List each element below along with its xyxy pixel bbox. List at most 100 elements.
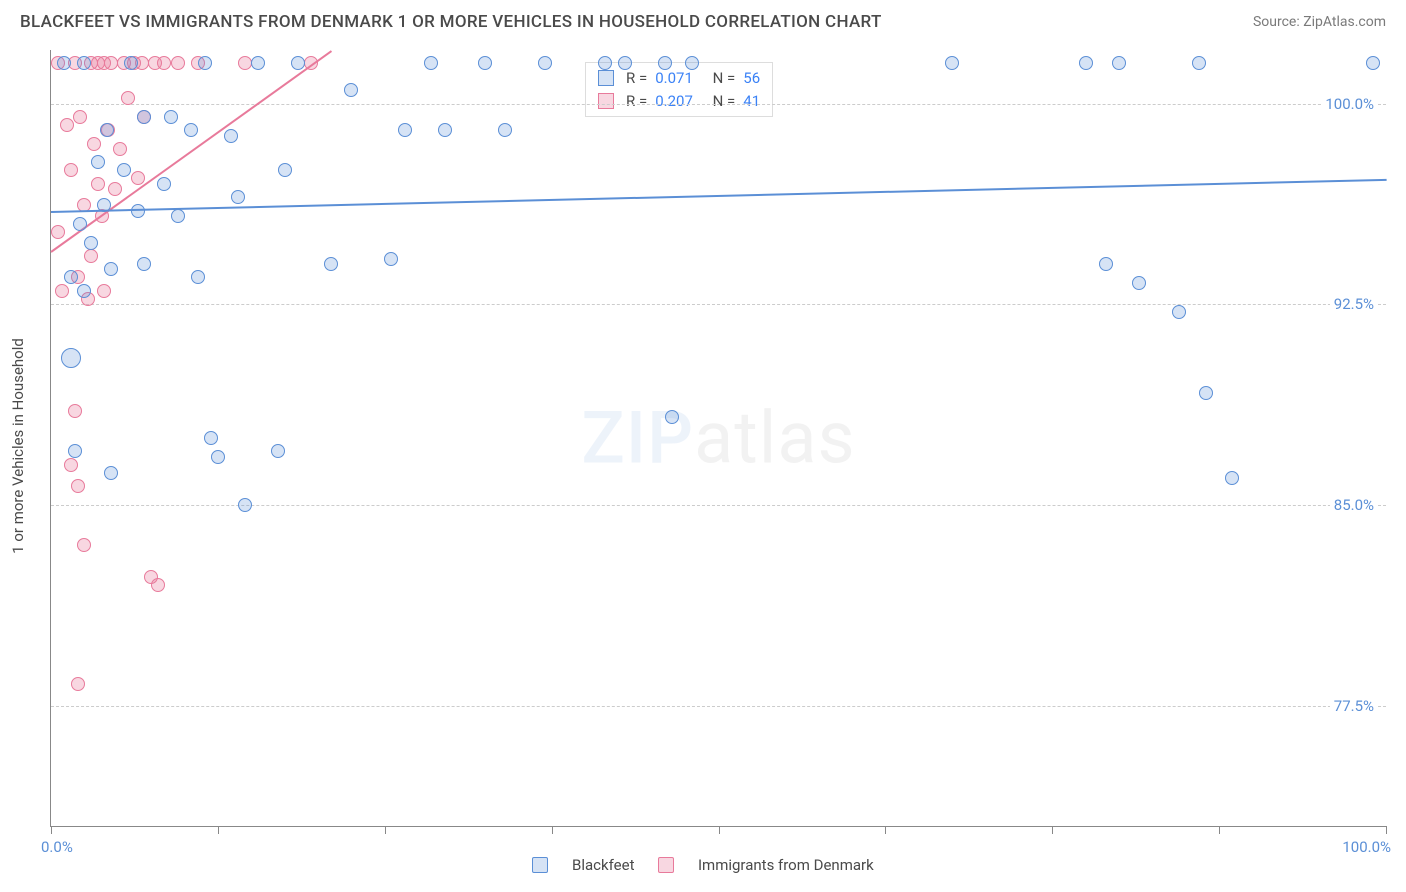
trend-line-blackfeet	[51, 179, 1387, 213]
chart-plot-area: ZIPatlas R = 0.071 N = 56 R = 0.207 N = …	[50, 50, 1386, 827]
scatter-point-blackfeet	[238, 498, 252, 512]
stat-n-label2: N =	[713, 90, 736, 113]
scatter-point-blackfeet	[137, 110, 151, 124]
scatter-point-blackfeet	[438, 123, 452, 137]
scatter-point-blackfeet	[84, 236, 98, 250]
scatter-point-blackfeet	[478, 56, 492, 70]
scatter-point-denmark	[113, 142, 127, 156]
scatter-point-blackfeet	[384, 252, 398, 266]
legend-stats-box: R = 0.071 N = 56 R = 0.207 N = 41	[585, 62, 773, 117]
scatter-point-denmark	[87, 137, 101, 151]
scatter-point-denmark	[68, 404, 82, 418]
chart-title: BLACKFEET VS IMMIGRANTS FROM DENMARK 1 O…	[20, 12, 882, 32]
legend-stats-row-denmark: R = 0.207 N = 41	[598, 90, 760, 113]
scatter-point-blackfeet	[945, 56, 959, 70]
watermark: ZIPatlas	[581, 396, 855, 481]
chart-source: Source: ZipAtlas.com	[1253, 14, 1386, 30]
scatter-point-blackfeet	[137, 257, 151, 271]
x-tick	[1386, 826, 1387, 834]
scatter-point-blackfeet	[73, 217, 87, 231]
scatter-point-blackfeet	[61, 348, 81, 368]
legend-label-denmark: Immigrants from Denmark	[698, 856, 874, 874]
scatter-point-denmark	[71, 479, 85, 493]
bottom-legend: Blackfeet Immigrants from Denmark	[0, 855, 1406, 874]
scatter-point-blackfeet	[424, 56, 438, 70]
scatter-point-blackfeet	[1192, 56, 1206, 70]
scatter-point-blackfeet	[77, 56, 91, 70]
scatter-point-denmark	[157, 56, 171, 70]
scatter-point-blackfeet	[1099, 257, 1113, 271]
scatter-point-blackfeet	[171, 209, 185, 223]
scatter-point-blackfeet	[104, 466, 118, 480]
watermark-atlas: atlas	[694, 396, 856, 481]
scatter-point-blackfeet	[344, 83, 358, 97]
x-tick	[552, 826, 553, 834]
scatter-point-denmark	[151, 578, 165, 592]
scatter-point-denmark	[171, 56, 185, 70]
scatter-point-blackfeet	[271, 444, 285, 458]
stat-r-label: R =	[626, 67, 647, 90]
y-axis-label: 1 or more Vehicles in Household	[9, 338, 27, 554]
x-tick	[1052, 826, 1053, 834]
scatter-point-blackfeet	[198, 56, 212, 70]
swatch-blackfeet-icon	[598, 70, 614, 86]
scatter-point-blackfeet	[117, 163, 131, 177]
stat-r-value-blackfeet: 0.071	[655, 67, 693, 90]
x-tick	[719, 826, 720, 834]
scatter-point-denmark	[73, 110, 87, 124]
scatter-point-blackfeet	[1225, 471, 1239, 485]
grid-line	[51, 304, 1386, 305]
scatter-point-denmark	[64, 163, 78, 177]
y-tick-label: 77.5%	[1330, 697, 1378, 715]
scatter-point-blackfeet	[538, 56, 552, 70]
scatter-point-blackfeet	[658, 56, 672, 70]
scatter-point-denmark	[104, 56, 118, 70]
scatter-point-blackfeet	[498, 123, 512, 137]
scatter-point-blackfeet	[618, 56, 632, 70]
scatter-point-denmark	[77, 538, 91, 552]
scatter-point-blackfeet	[665, 410, 679, 424]
legend-stats-row-blackfeet: R = 0.071 N = 56	[598, 67, 760, 90]
scatter-point-blackfeet	[685, 56, 699, 70]
scatter-point-blackfeet	[124, 56, 138, 70]
scatter-point-blackfeet	[1172, 305, 1186, 319]
x-tick	[1219, 826, 1220, 834]
watermark-zip: ZIP	[581, 396, 694, 481]
scatter-point-denmark	[131, 171, 145, 185]
x-tick	[51, 826, 52, 834]
scatter-point-blackfeet	[104, 262, 118, 276]
scatter-point-blackfeet	[191, 270, 205, 284]
scatter-point-blackfeet	[184, 123, 198, 137]
scatter-point-blackfeet	[68, 444, 82, 458]
scatter-point-blackfeet	[1366, 56, 1380, 70]
scatter-point-blackfeet	[211, 450, 225, 464]
stat-n-value-denmark: 41	[743, 90, 760, 113]
scatter-point-denmark	[97, 284, 111, 298]
y-tick-label: 92.5%	[1330, 295, 1378, 313]
stat-r-label2: R =	[626, 90, 647, 113]
scatter-point-blackfeet	[291, 56, 305, 70]
scatter-point-denmark	[51, 225, 65, 239]
scatter-point-denmark	[71, 677, 85, 691]
scatter-point-blackfeet	[57, 56, 71, 70]
scatter-point-denmark	[238, 56, 252, 70]
scatter-point-blackfeet	[91, 155, 105, 169]
scatter-point-denmark	[64, 458, 78, 472]
x-tick	[885, 826, 886, 834]
scatter-point-denmark	[60, 118, 74, 132]
scatter-point-blackfeet	[224, 129, 238, 143]
stat-r-value-denmark: 0.207	[655, 90, 693, 113]
scatter-point-blackfeet	[164, 110, 178, 124]
stat-n-label: N =	[713, 67, 736, 90]
scatter-point-blackfeet	[251, 56, 265, 70]
scatter-point-blackfeet	[1132, 276, 1146, 290]
scatter-point-blackfeet	[1079, 56, 1093, 70]
grid-line	[51, 104, 1386, 105]
scatter-point-blackfeet	[278, 163, 292, 177]
scatter-point-blackfeet	[398, 123, 412, 137]
scatter-point-blackfeet	[100, 123, 114, 137]
x-tick	[218, 826, 219, 834]
scatter-point-blackfeet	[204, 431, 218, 445]
scatter-point-blackfeet	[64, 270, 78, 284]
y-tick-label: 100.0%	[1321, 95, 1378, 113]
